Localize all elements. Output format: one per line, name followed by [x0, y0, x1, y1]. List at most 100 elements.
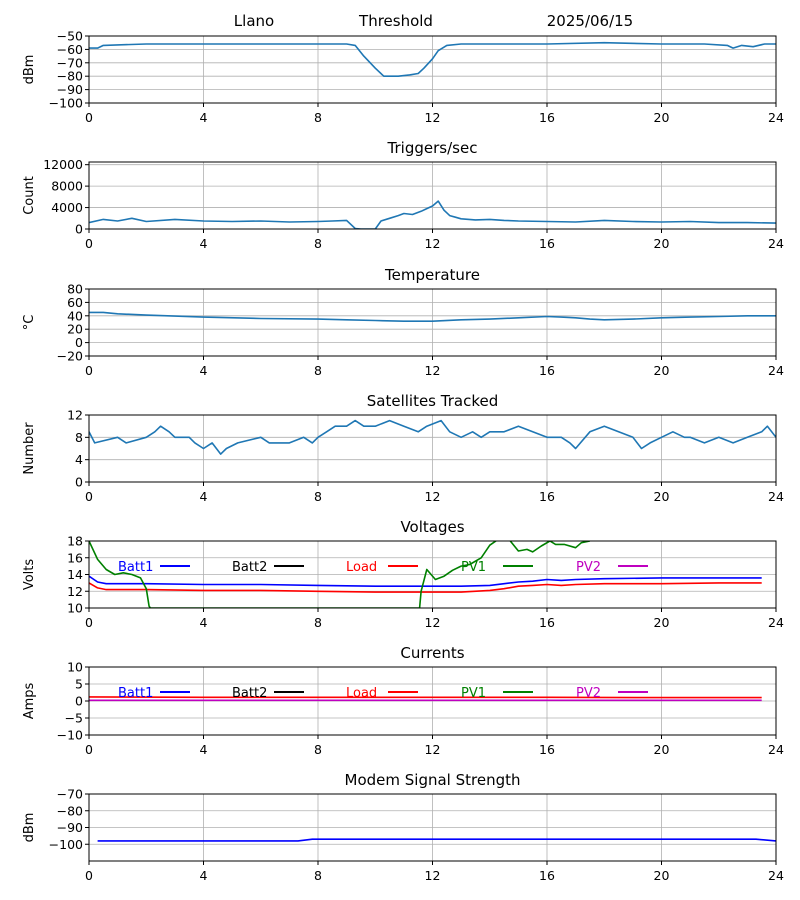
x-tick-label: 16 — [539, 236, 555, 251]
header-site: Llano — [234, 12, 274, 30]
chart-panel-0: 0 4 8 12 16 20 24 −100−90−80−70−60−50 dBm — [22, 29, 784, 126]
x-tick-label: 8 — [314, 110, 322, 125]
x-tick-label: 20 — [654, 615, 670, 630]
x-tick-label: 0 — [85, 615, 93, 630]
y-tick-label: −10 — [57, 728, 83, 743]
x-tick-label: 24 — [768, 868, 784, 883]
x-tick-label: 4 — [200, 110, 208, 125]
x-tick-label: 16 — [539, 615, 555, 630]
y-tick-label: −90 — [57, 82, 83, 97]
x-tick-label: 0 — [85, 363, 93, 378]
y-axis-label: Volts — [22, 559, 37, 591]
y-axis-label: °C — [22, 315, 37, 331]
y-tick-label: −90 — [57, 820, 83, 835]
x-tick-label: 4 — [200, 236, 208, 251]
legend-label: Batt1 — [118, 560, 153, 575]
legend-label: Load — [346, 560, 377, 575]
x-tick-label: 8 — [314, 615, 322, 630]
x-tick-label: 4 — [200, 742, 208, 757]
y-tick-label: 4000 — [51, 200, 83, 215]
chart-panel-3: 0 4 8 12 16 20 24 0 4 8 12 Satellites Tracked Number — [22, 392, 784, 504]
series-line-load — [89, 696, 762, 699]
x-tick-label: 12 — [425, 110, 441, 125]
x-tick-label: 4 — [200, 615, 208, 630]
legend-label: Batt1 — [118, 686, 153, 701]
series-line-0 — [89, 200, 776, 229]
x-tick-label: 16 — [539, 489, 555, 504]
x-tick-label: 20 — [654, 868, 670, 883]
x-tick-label: 16 — [539, 363, 555, 378]
series-line-pv1 — [89, 541, 591, 608]
y-axis-label: Amps — [22, 682, 37, 719]
x-tick-label: 24 — [768, 615, 784, 630]
x-tick-label: 20 — [654, 363, 670, 378]
y-axis-label: Count — [22, 176, 37, 215]
legend-label: PV1 — [461, 686, 486, 701]
x-tick-label: 12 — [425, 868, 441, 883]
x-tick-label: 24 — [768, 363, 784, 378]
x-tick-label: 12 — [425, 742, 441, 757]
legend-label: PV1 — [461, 560, 486, 575]
x-tick-label: 4 — [200, 868, 208, 883]
x-tick-label: 8 — [314, 742, 322, 757]
series-line-0 — [89, 311, 776, 322]
chart-title: Currents — [400, 644, 464, 662]
series-line-0 — [89, 41, 776, 77]
y-tick-label: 10 — [67, 660, 83, 675]
y-tick-label: −100 — [49, 96, 83, 111]
y-tick-label: 0 — [75, 222, 83, 237]
series-line-0 — [89, 419, 776, 455]
legend-label: PV2 — [576, 560, 601, 575]
chart-title: Satellites Tracked — [367, 392, 498, 410]
header-label: Threshold — [358, 12, 433, 30]
chart-title: Voltages — [400, 518, 464, 536]
legend-label: Batt2 — [232, 686, 267, 701]
y-tick-label: 14 — [67, 567, 83, 582]
x-tick-label: 0 — [85, 110, 93, 125]
y-tick-label: 16 — [67, 550, 83, 565]
y-tick-label: 0 — [75, 335, 83, 350]
y-tick-label: −100 — [49, 837, 83, 852]
x-tick-label: 8 — [314, 489, 322, 504]
chart-title: Temperature — [384, 266, 480, 284]
x-tick-label: 0 — [85, 489, 93, 504]
y-tick-label: −70 — [57, 55, 83, 70]
x-tick-label: 12 — [425, 615, 441, 630]
x-tick-label: 20 — [654, 489, 670, 504]
y-tick-label: −5 — [65, 711, 83, 726]
chart-panel-1: 0 4 8 12 16 20 24 0 4000 8000 12000 Triggers/sec Cou… — [22, 139, 784, 251]
y-tick-label: 18 — [67, 534, 83, 549]
y-tick-label: 5 — [75, 677, 83, 692]
y-axis-label: dBm — [22, 813, 37, 843]
chart-title: Modem Signal Strength — [345, 771, 521, 789]
header-date: 2025/06/15 — [547, 12, 633, 30]
x-tick-label: 0 — [85, 742, 93, 757]
series-line-load — [89, 582, 762, 593]
x-tick-label: 16 — [539, 868, 555, 883]
x-tick-label: 20 — [654, 742, 670, 757]
x-tick-label: 24 — [768, 110, 784, 125]
x-tick-label: 24 — [768, 489, 784, 504]
y-tick-label: −70 — [57, 787, 83, 802]
x-tick-label: 12 — [425, 363, 441, 378]
legend-label: PV2 — [576, 686, 601, 701]
y-tick-label: −80 — [57, 803, 83, 818]
x-tick-label: 12 — [425, 489, 441, 504]
legend: Batt1 Batt2 Load PV1 PV2 — [118, 560, 648, 575]
y-tick-label: 20 — [67, 322, 83, 337]
y-axis-label: Number — [22, 422, 37, 475]
x-tick-label: 8 — [314, 363, 322, 378]
y-tick-label: −20 — [57, 349, 83, 364]
x-tick-label: 16 — [539, 742, 555, 757]
series-line-0 — [97, 838, 776, 842]
x-tick-label: 8 — [314, 236, 322, 251]
y-tick-label: 0 — [75, 475, 83, 490]
y-tick-label: 60 — [67, 295, 83, 310]
legend-label: Batt2 — [232, 560, 267, 575]
y-tick-label: −60 — [57, 42, 83, 57]
x-tick-label: 12 — [425, 236, 441, 251]
